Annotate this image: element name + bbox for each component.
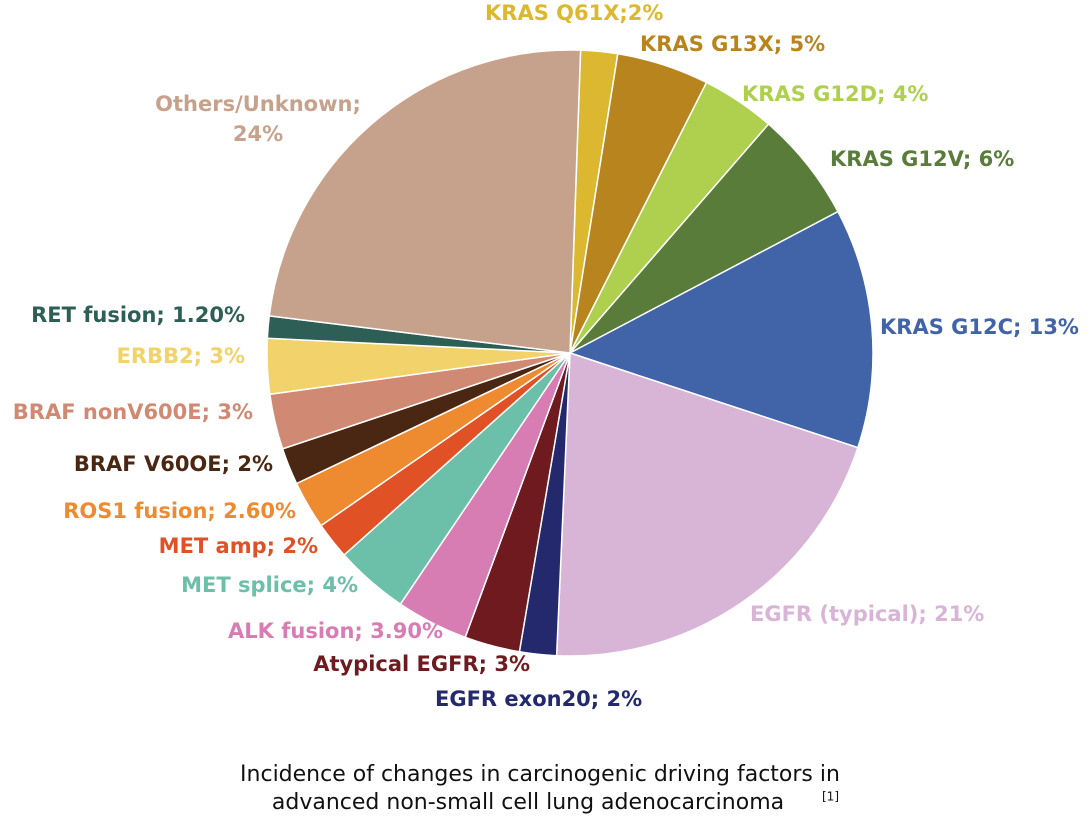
slice-label: KRAS G12V; 6%: [830, 147, 1014, 171]
slice-label: BRAF V60OE; 2%: [74, 452, 273, 476]
slice-label: MET splice; 4%: [181, 573, 358, 597]
caption-line: Incidence of changes in carcinogenic dri…: [240, 762, 840, 787]
pie-slice: [268, 49, 582, 354]
slice-label: EGFR exon20; 2%: [435, 687, 642, 711]
slice-label: MET amp; 2%: [159, 534, 318, 558]
slice-label: KRAS G13X; 5%: [640, 32, 825, 56]
slice-label: ROS1 fusion; 2.60%: [63, 499, 296, 523]
slice-label: KRAS G12C; 13%: [880, 315, 1079, 339]
slice-label: KRAS Q61X;2%: [485, 1, 663, 25]
pie-slice: [568, 210, 874, 449]
slice-label: ERBB2; 3%: [116, 344, 245, 368]
slice-label: Others/Unknown; 24%: [155, 92, 361, 146]
slice-label: RET fusion; 1.20%: [31, 303, 245, 327]
slice-label: KRAS G12D; 4%: [742, 82, 928, 106]
slice-label: BRAF nonV600E; 3%: [13, 400, 253, 424]
caption-line: advanced non-small cell lung adenocarcin…: [272, 790, 784, 815]
slice-label: EGFR (typical); 21%: [750, 602, 984, 626]
slice-label: Atypical EGFR; 3%: [313, 652, 530, 676]
caption-reference: [1]: [822, 790, 839, 804]
slice-label: ALK fusion; 3.90%: [228, 619, 443, 643]
pie-slice: [555, 351, 859, 657]
